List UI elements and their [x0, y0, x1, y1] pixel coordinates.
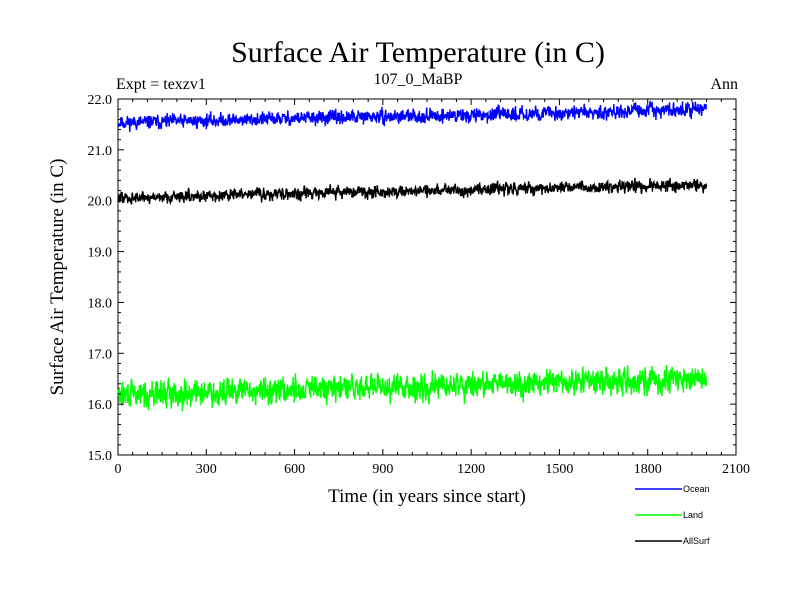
y-axis-label: Surface Air Temperature (in C) [47, 159, 68, 396]
y-tick-label: 21.0 [88, 144, 113, 159]
legend-label-allsurf: AllSurf [683, 536, 710, 546]
x-tick-label: 1500 [545, 462, 573, 477]
series-lines [117, 100, 708, 412]
y-tick-label: 22.0 [88, 93, 113, 108]
x-tick-label: 1200 [457, 462, 485, 477]
y-axis: 15.0 16.0 17.0 18.0 19.0 20.0 21.0 22.0 [88, 93, 736, 464]
plot-area [117, 98, 737, 456]
y-tick-label: 19.0 [88, 246, 113, 261]
x-tick-label: 2100 [722, 462, 750, 477]
x-axis-label: Time (in years since start) [328, 486, 526, 507]
legend-label-land: Land [683, 510, 703, 520]
y-tick-label: 20.0 [88, 195, 113, 210]
x-tick-label: 1800 [634, 462, 662, 477]
experiment-label: Expt = texzv1 [116, 76, 206, 93]
series-line-ocean [117, 100, 707, 133]
x-tick-label: 0 [115, 462, 122, 477]
legend-label-ocean: Ocean [683, 484, 710, 494]
legend: Ocean Land AllSurf [635, 484, 710, 546]
y-tick-label: 15.0 [88, 449, 113, 464]
y-tick-label: 18.0 [88, 296, 113, 311]
y-tick-label: 17.0 [88, 347, 113, 362]
chart-subtitle: 107_0_MaBP [374, 71, 463, 88]
chart-title: Surface Air Temperature (in C) [231, 36, 605, 69]
y-tick-label: 16.0 [88, 398, 113, 413]
x-tick-label: 600 [284, 462, 305, 477]
season-label: Ann [710, 76, 738, 93]
series-line-land [117, 365, 708, 412]
series-line-allsurf [117, 177, 708, 206]
x-tick-label: 300 [196, 462, 217, 477]
x-tick-label: 900 [372, 462, 393, 477]
x-axis: 0 300 600 900 1200 1500 1800 2100 [115, 99, 750, 477]
